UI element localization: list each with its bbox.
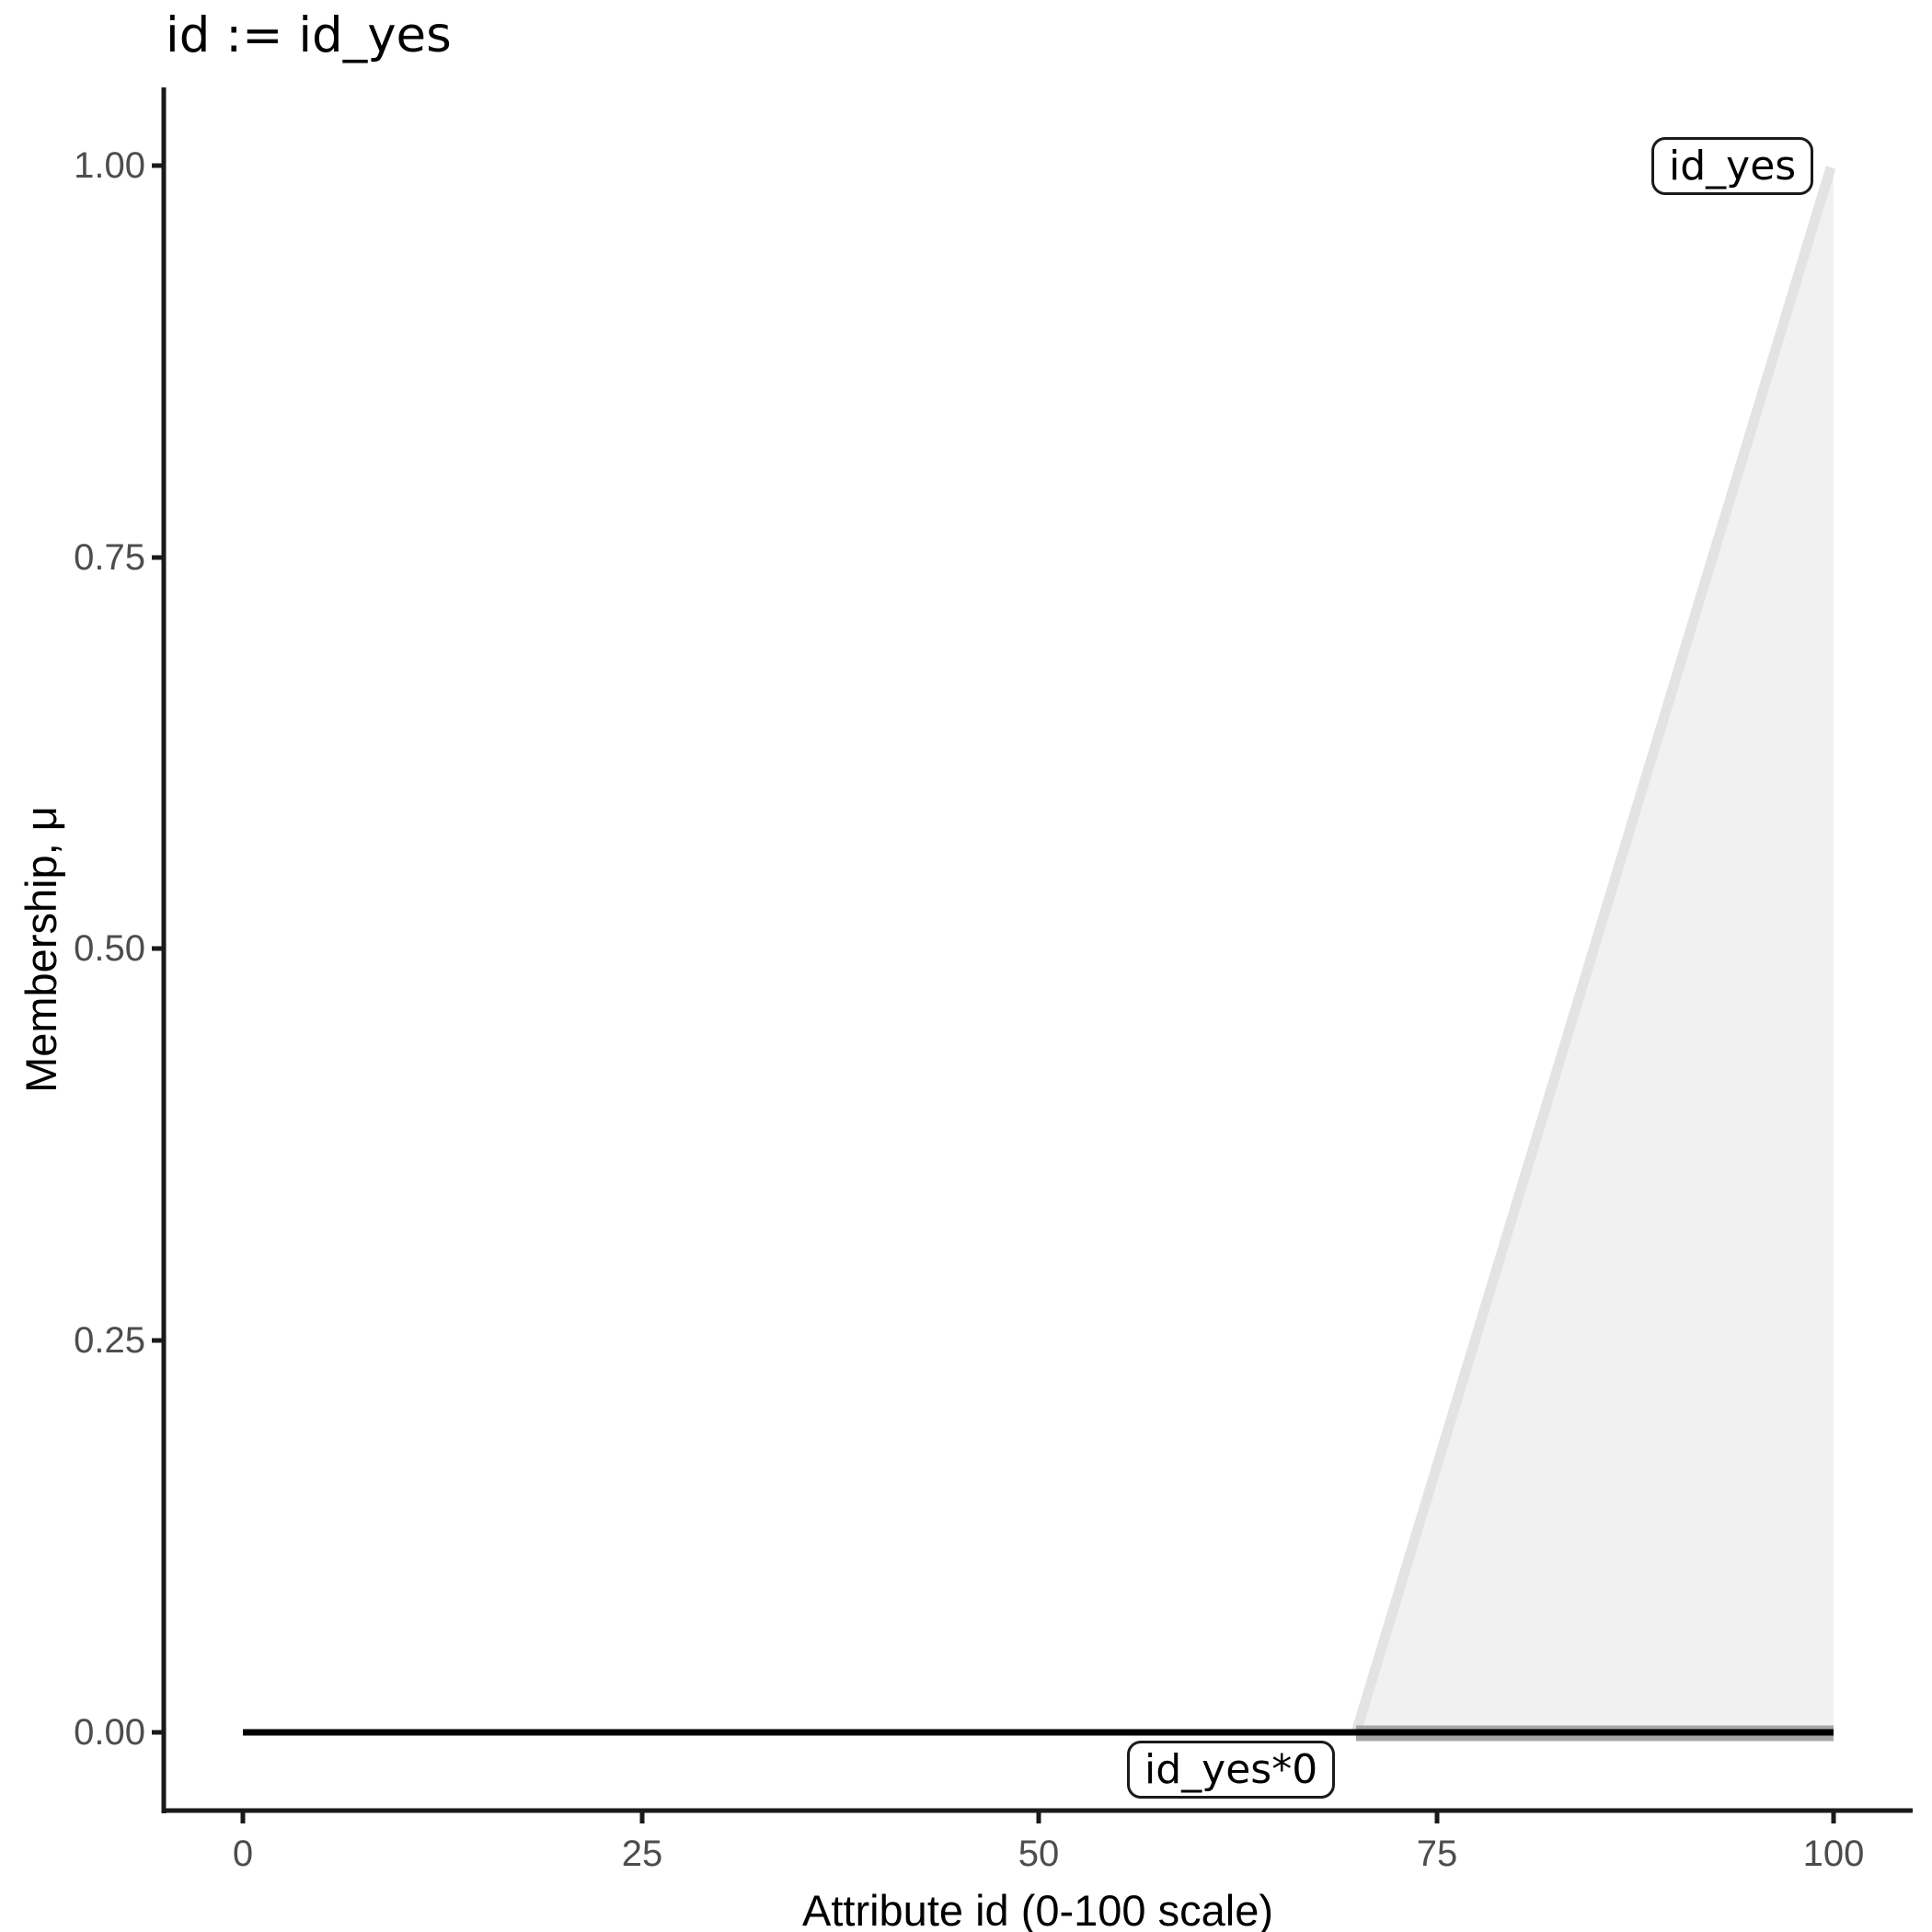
plot-title: id := id_yes: [166, 7, 452, 63]
x-tick-label: 75: [1416, 1834, 1458, 1874]
x-tick-label: 100: [1802, 1834, 1865, 1874]
y-axis-title: Membership, μ: [17, 806, 65, 1093]
y-tick-label: 1.00: [74, 145, 145, 186]
y-tick-label: 0.00: [74, 1712, 145, 1753]
area-id-yes-edge: [1351, 166, 1836, 1734]
annotation-id-yes-times-0: id_yes*0: [1127, 1741, 1336, 1799]
annotation-id-yes: id_yes: [1651, 137, 1814, 195]
x-axis-title: Attribute id (0-100 scale): [801, 1886, 1274, 1932]
x-tick-label: 25: [621, 1834, 663, 1874]
axis-ticks: [152, 163, 1836, 1823]
y-tick-label: 0.75: [74, 537, 145, 578]
x-tick-label: 0: [232, 1834, 254, 1874]
x-tick-label: 50: [1018, 1834, 1060, 1874]
y-tick-label: 0.25: [74, 1320, 145, 1361]
y-tick-label: 0.50: [74, 928, 145, 969]
